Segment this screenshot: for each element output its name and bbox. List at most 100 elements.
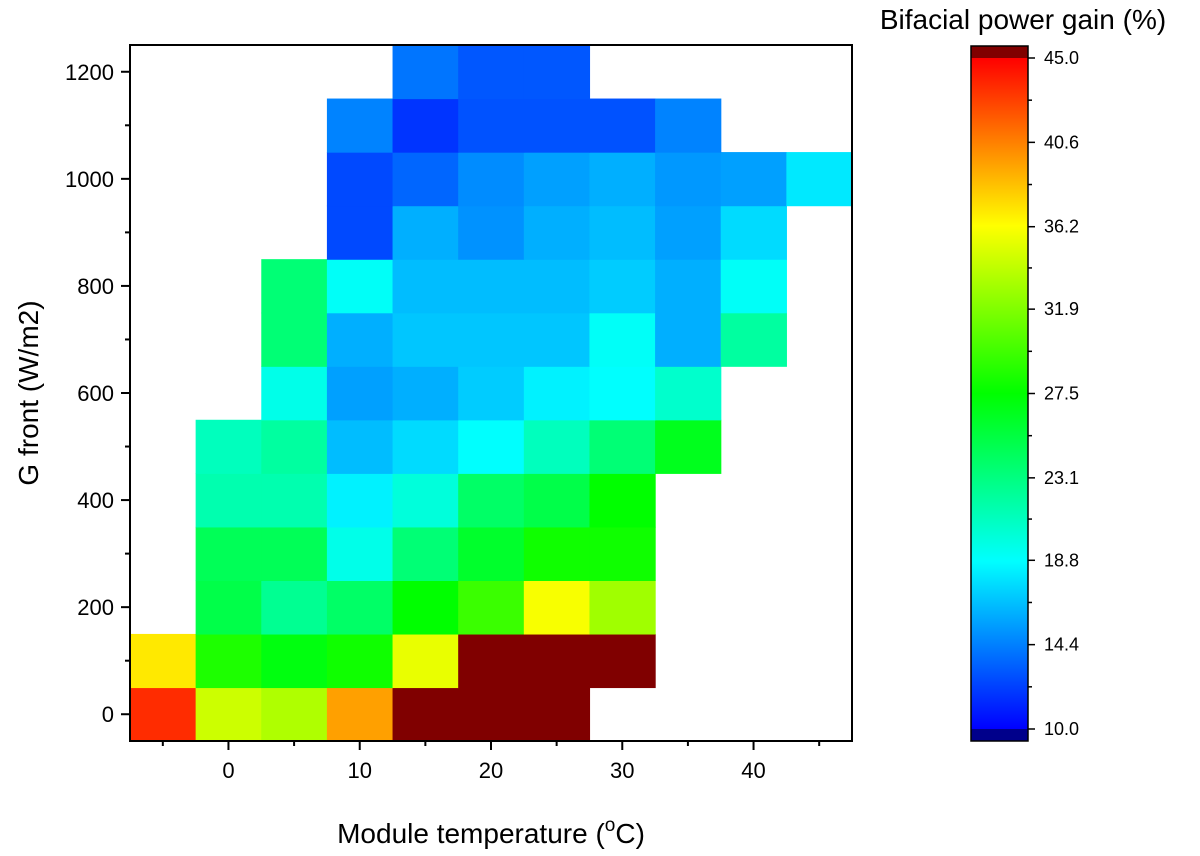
heatmap-cell: [589, 259, 656, 314]
heatmap-cell: [326, 312, 394, 367]
heatmap-cell: [589, 312, 656, 367]
heatmap-cell: [523, 366, 591, 421]
heatmap-cell: [392, 45, 459, 100]
colorbar-title: Bifacial power gain (%): [880, 4, 1166, 35]
heatmap-cell: [523, 580, 591, 635]
y-tick-label: 800: [77, 274, 114, 299]
heatmap-cell: [326, 98, 394, 153]
x-axis-title-degree: o: [605, 815, 616, 836]
heatmap-cell: [589, 633, 656, 689]
heatmap-cell: [458, 98, 525, 153]
heatmap-cell: [523, 98, 591, 153]
x-axis: 0 10 20 30 40: [161, 741, 821, 783]
heatmap-cell: [195, 473, 262, 528]
heatmap-cell: [458, 419, 525, 474]
heatmap-cell: [326, 633, 394, 689]
heatmap-cell: [261, 259, 328, 314]
heatmap-cell: [261, 526, 328, 581]
heatmap-cell: [589, 580, 656, 635]
y-tick-label: 0: [102, 702, 114, 727]
heatmap-cell: [392, 580, 459, 635]
heatmap-cell: [523, 152, 591, 207]
y-tick-label: 400: [77, 488, 114, 513]
heatmap-cell: [655, 366, 722, 421]
heatmap-cell: [458, 473, 525, 528]
colorbar-ticks: 10.0 14.4 18.8 23.1 27.5 31.9 36.2 40.6 45.0: [1028, 48, 1079, 739]
x-axis-title-unit: C): [615, 818, 645, 849]
x-axis-title: Module temperature (oC): [337, 815, 645, 849]
heatmap-cell: [458, 580, 525, 635]
heatmap-cell: [523, 633, 591, 689]
heatmap-cell: [261, 312, 328, 367]
heatmap-cell: [392, 687, 459, 742]
x-tick-label: 40: [741, 758, 765, 783]
heatmap-cell: [326, 366, 394, 421]
colorbar-over-swatch: [971, 46, 1028, 59]
y-axis-title: G front (W/m2): [13, 300, 44, 485]
heatmap-cell: [523, 312, 591, 367]
heatmap-cell: [326, 526, 394, 581]
colorbar-tick-label: 36.2: [1044, 217, 1079, 237]
heatmap-cell: [326, 205, 394, 260]
heatmap-cell: [392, 633, 459, 689]
colorbar-tick-label: 23.1: [1044, 468, 1079, 488]
colorbar: 10.0 14.4 18.8 23.1 27.5 31.9 36.2 40.6 45.0: [970, 45, 1079, 742]
colorbar-tick-label: 45.0: [1044, 48, 1079, 68]
y-tick-label: 1200: [65, 60, 114, 85]
heatmap-cell: [392, 366, 459, 421]
heatmap-cell: [130, 633, 197, 689]
heatmap-cell: [261, 580, 328, 635]
heatmap-cell: [392, 152, 459, 207]
heatmap-cell: [589, 473, 656, 528]
heatmap-cell: [326, 259, 394, 314]
heatmap-cell: [392, 205, 459, 260]
heatmap-cell: [523, 45, 591, 100]
heatmap-cell: [195, 419, 262, 474]
x-axis-title-main: Module temperature (: [337, 818, 605, 849]
y-tick-label: 600: [77, 381, 114, 406]
heatmap-cell: [458, 45, 525, 100]
heatmap-cell: [392, 98, 459, 153]
heatmap-cell: [655, 205, 722, 260]
heatmap-cell: [458, 366, 525, 421]
heatmap-cell: [655, 98, 722, 153]
heatmap-cell: [523, 419, 591, 474]
heatmap-cell: [589, 205, 656, 260]
y-tick-label: 200: [77, 595, 114, 620]
heatmap-cell: [326, 687, 394, 742]
heatmap-cell: [261, 687, 328, 742]
heatmap-cell: [392, 473, 459, 528]
heatmap-cell: [458, 633, 525, 689]
heatmap-cell: [326, 580, 394, 635]
heatmap-cell: [589, 366, 656, 421]
heatmap-cell: [720, 152, 787, 207]
heatmap-cell: [392, 419, 459, 474]
heatmap-cell: [392, 526, 459, 581]
heatmap-cell: [720, 205, 787, 260]
heatmap-cell: [458, 526, 525, 581]
heatmap-cell: [261, 419, 328, 474]
x-tick-label: 30: [610, 758, 634, 783]
colorbar-tick-label: 14.4: [1044, 635, 1079, 655]
heatmap-cell: [326, 419, 394, 474]
heatmap-cell: [655, 152, 722, 207]
heatmap-cell: [392, 259, 459, 314]
heatmap-cell: [655, 419, 722, 474]
heatmap-cell: [655, 259, 722, 314]
heatmap-cell: [589, 152, 656, 207]
heatmap-cell: [326, 152, 394, 207]
heatmap-cells: [130, 45, 853, 742]
heatmap-cell: [458, 687, 525, 742]
heatmap-cell: [130, 687, 197, 742]
heatmap-cell: [458, 205, 525, 260]
colorbar-gradient: [971, 58, 1028, 729]
x-tick-label: 20: [479, 758, 503, 783]
heatmap-cell: [589, 419, 656, 474]
heatmap-cell: [589, 526, 656, 581]
heatmap-cell: [786, 152, 853, 207]
colorbar-tick-label: 27.5: [1044, 384, 1079, 404]
heatmap-cell: [523, 473, 591, 528]
y-axis: 0 200 400 600 800 1000 1200: [65, 60, 130, 727]
heatmap-cell: [720, 259, 787, 314]
